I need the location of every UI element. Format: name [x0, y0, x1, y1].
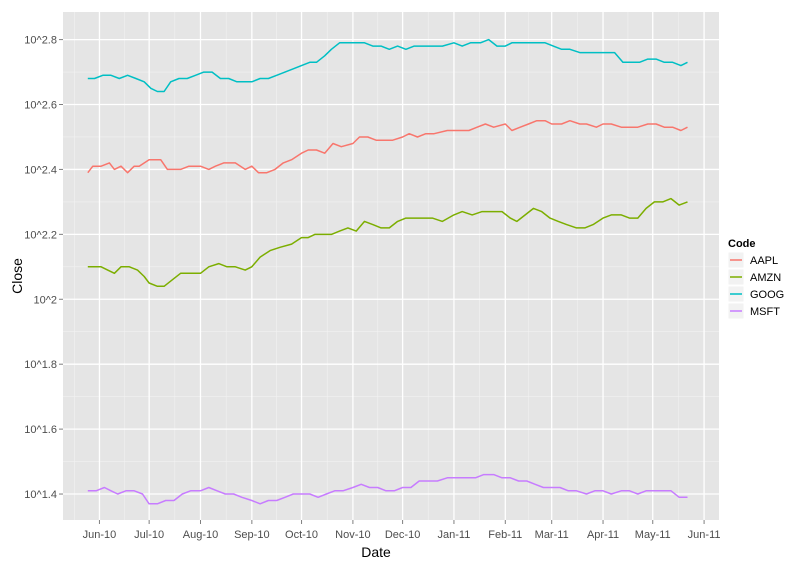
y-tick-label: 10^2.8	[24, 35, 57, 47]
legend-title: Code	[728, 238, 756, 250]
series-line-aapl	[87, 119, 688, 174]
x-tick-label: May-11	[635, 529, 671, 541]
y-axis: 10^1.4 10^1.6 10^1.8 10^2 10^2.2 10^2.4 10^2.6…	[24, 35, 63, 501]
y-tick-label: 10^1.6	[24, 424, 57, 436]
x-tick-label: Aug-10	[183, 529, 218, 541]
plot-panel	[63, 12, 719, 520]
x-axis: Jun-10 Jul-10 Aug-10 Sep-10 Oct-10 Nov-10 Dec-…	[83, 520, 721, 541]
x-tick-label: Oct-10	[285, 529, 318, 541]
y-tick-label: 10^1.4	[24, 489, 57, 501]
y-tick-label: 10^2.6	[24, 100, 57, 112]
series-line-goog	[87, 38, 688, 93]
x-tick-label: Feb-11	[488, 529, 522, 541]
x-tick-label: Jun-11	[688, 529, 721, 541]
legend-label: MSFT	[750, 306, 780, 318]
y-tick-label: 10^2.2	[24, 229, 57, 241]
minor-gridlines	[63, 12, 719, 520]
series-line-msft	[87, 473, 688, 505]
y-tick-label: 10^2	[33, 294, 57, 306]
x-tick-label: Apr-11	[587, 529, 619, 541]
legend: Code AAPL AMZN GOOG MSFT	[727, 238, 784, 320]
series-line-amzn	[87, 197, 688, 288]
x-tick-label: Jan-11	[438, 529, 471, 541]
y-tick-label: 10^2.4	[24, 164, 57, 176]
x-tick-label: Jul-10	[134, 529, 164, 541]
x-tick-label: Nov-10	[335, 529, 370, 541]
y-tick-label: 10^1.8	[24, 359, 57, 371]
legend-label: GOOG	[750, 289, 784, 301]
legend-label: AMZN	[750, 272, 781, 284]
major-gridlines	[63, 12, 719, 520]
legend-label: AAPL	[750, 255, 778, 267]
y-axis-title: Close	[9, 258, 25, 294]
series-lines	[87, 38, 688, 505]
x-tick-label: Dec-10	[385, 529, 420, 541]
x-tick-label: Jun-10	[83, 529, 117, 541]
x-tick-label: Mar-11	[535, 529, 569, 541]
x-axis-title: Date	[361, 544, 391, 560]
x-tick-label: Sep-10	[234, 529, 269, 541]
